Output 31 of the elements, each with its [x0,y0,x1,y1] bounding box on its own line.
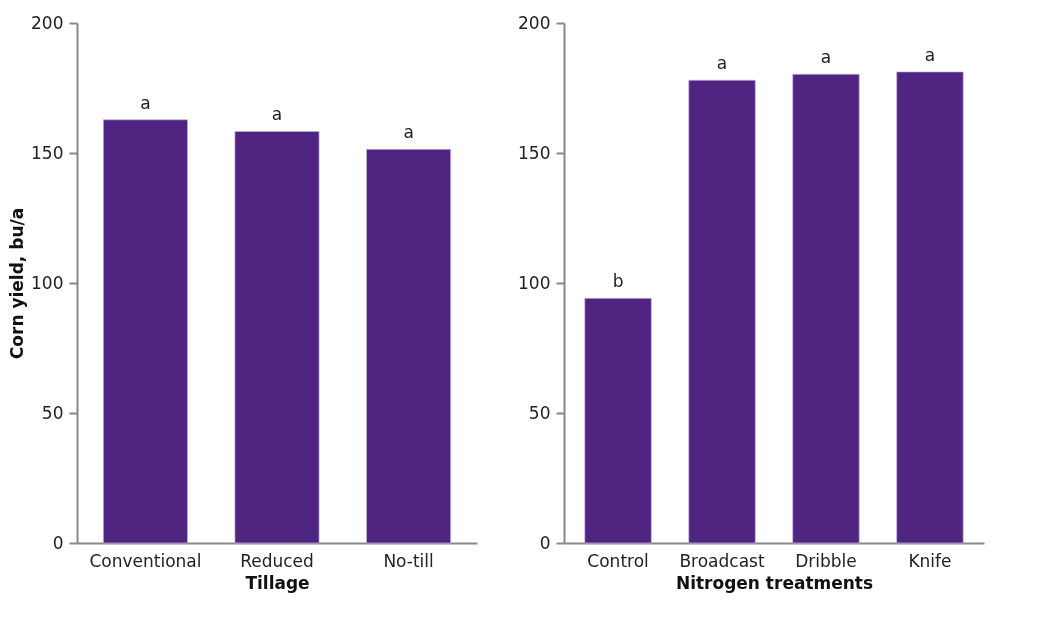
y-tick-label: 50 [41,402,64,423]
x-tick-label: Reduced [240,550,314,571]
y-tick-label: 100 [518,272,551,293]
x-tick-label: Broadcast [679,550,765,571]
annotation: a [403,122,414,143]
bar [896,71,964,544]
bar [792,73,860,544]
x-axis-title: Nitrogen treatments [675,572,874,593]
y-tick-label: 50 [528,402,551,423]
x-tick-label: Knife [908,550,952,571]
y-axis-title: Corn yield, bu/a [7,207,28,360]
x-tick-label: Conventional [89,550,202,571]
x-tick-label: No-till [383,550,434,571]
bar [688,79,756,544]
annotation: a [820,47,832,68]
y-tick-label: 100 [31,272,64,293]
y-tick-label: 150 [31,142,64,163]
y-tick-label: 200 [31,12,64,33]
annotation: a [716,53,728,74]
y-tick-label: 0 [52,532,64,553]
annotation: a [271,104,283,125]
annotation: b [612,271,624,292]
y-tick-label: 0 [539,532,551,553]
y-tick-label: 200 [518,12,551,33]
x-axis-title: Tillage [245,572,310,593]
x-tick-label: Control [587,550,649,571]
annotation: a [140,92,151,113]
bar [584,297,652,544]
annotation: a [924,44,936,65]
x-tick-label: Dribble [795,550,857,571]
y-tick-label: 150 [518,142,551,163]
